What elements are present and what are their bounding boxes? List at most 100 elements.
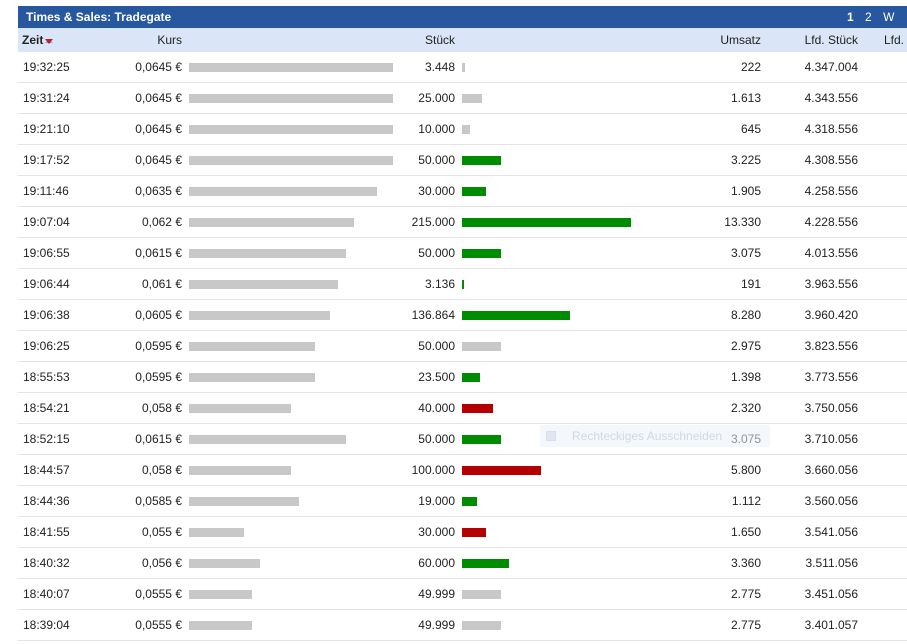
cell-zeit: 19:06:25	[23, 339, 70, 353]
table-row: 19:06:38 0,0605 € 136.864 8.280 3.960.420	[18, 300, 907, 331]
price-bar	[189, 156, 393, 165]
cell-lfd-stueck: 3.401.057	[804, 618, 858, 632]
price-bar	[189, 497, 299, 506]
cell-lfd-stueck: 4.343.556	[804, 91, 858, 105]
cell-umsatz: 3.225	[730, 153, 761, 167]
snip-icon	[546, 431, 556, 441]
volume-bar	[462, 280, 464, 289]
volume-bar	[462, 559, 509, 568]
cell-stueck: 23.500	[418, 370, 455, 384]
cell-umsatz: 3.360	[730, 556, 761, 570]
volume-bar	[462, 125, 470, 134]
price-bar	[189, 342, 315, 351]
column-header-kurs[interactable]: Kurs	[157, 33, 182, 47]
table-row: 18:40:07 0,0555 € 49.999 2.775 3.451.056	[18, 579, 907, 610]
cell-zeit: 18:40:32	[23, 556, 70, 570]
table-row: 19:31:24 0,0645 € 25.000 1.613 4.343.556	[18, 83, 907, 114]
cell-umsatz: 645	[740, 122, 761, 136]
cell-stueck: 49.999	[418, 618, 455, 632]
volume-bar	[462, 156, 501, 165]
cell-umsatz: 1.613	[730, 91, 761, 105]
trades-table: 19:32:25 0,0645 € 3.448 222 4.347.004 19:31:2…	[18, 52, 907, 641]
page-link-2[interactable]: 2	[865, 10, 872, 24]
table-row: 18:40:32 0,056 € 60.000 3.360 3.511.056	[18, 548, 907, 579]
cell-stueck: 3.448	[424, 60, 455, 74]
cell-umsatz: 2.975	[730, 339, 761, 353]
page-link-1[interactable]: 1	[847, 10, 854, 24]
snip-label: Rechteckiges Ausschneiden	[572, 429, 723, 443]
volume-bar	[462, 187, 486, 196]
cell-zeit: 19:31:24	[23, 91, 70, 105]
price-bar	[189, 466, 291, 475]
cell-stueck: 49.999	[418, 587, 455, 601]
cell-umsatz: 191	[740, 277, 761, 291]
column-header-lfd-more[interactable]: Lfd.	[884, 33, 905, 47]
cell-umsatz: 3.075	[730, 246, 761, 260]
cell-lfd-stueck: 3.963.556	[804, 277, 858, 291]
cell-umsatz: 2.320	[730, 401, 761, 415]
cell-lfd-stueck: 4.228.556	[804, 215, 858, 229]
cell-zeit: 18:55:53	[23, 370, 70, 384]
price-bar	[189, 125, 393, 134]
cell-lfd-stueck: 3.710.056	[804, 432, 858, 446]
cell-kurs: 0,0645 €	[135, 122, 182, 136]
pagination: 1 2 W	[847, 10, 902, 24]
price-bar	[189, 435, 346, 444]
table-row: 18:39:04 0,0555 € 49.999 2.775 3.401.057	[18, 610, 907, 641]
column-header-lfd-stueck[interactable]: Lfd. Stück	[804, 33, 858, 47]
price-bar	[189, 590, 252, 599]
cell-umsatz: 2.775	[730, 587, 761, 601]
cell-lfd-stueck: 3.823.556	[804, 339, 858, 353]
table-row: 19:32:25 0,0645 € 3.448 222 4.347.004	[18, 52, 907, 83]
cell-kurs: 0,058 €	[141, 463, 182, 477]
table-row: 19:11:46 0,0635 € 30.000 1.905 4.258.556	[18, 176, 907, 207]
volume-bar	[462, 404, 493, 413]
cell-kurs: 0,0615 €	[135, 432, 182, 446]
price-bar	[189, 559, 260, 568]
cell-stueck: 30.000	[418, 184, 455, 198]
cell-stueck: 40.000	[418, 401, 455, 415]
table-row: 19:07:04 0,062 € 215.000 13.330 4.228.556	[18, 207, 907, 238]
cell-lfd-stueck: 4.013.556	[804, 246, 858, 260]
cell-kurs: 0,058 €	[141, 401, 182, 415]
cell-zeit: 19:11:46	[23, 184, 69, 198]
cell-kurs: 0,0635 €	[135, 184, 182, 198]
volume-bar	[462, 590, 501, 599]
cell-umsatz: 1.398	[730, 370, 761, 384]
page-link-more[interactable]: W	[883, 10, 895, 24]
column-header-zeit[interactable]: Zeit	[22, 33, 54, 47]
cell-kurs: 0,0645 €	[135, 60, 182, 74]
cell-umsatz: 13.330	[724, 215, 761, 229]
table-row: 18:54:21 0,058 € 40.000 2.320 3.750.056	[18, 393, 907, 424]
cell-stueck: 50.000	[418, 246, 455, 260]
volume-bar	[462, 311, 570, 320]
table-row: 19:21:10 0,0645 € 10.000 645 4.318.556	[18, 114, 907, 145]
volume-bar	[462, 621, 501, 630]
column-header-stueck[interactable]: Stück	[424, 33, 455, 47]
cell-stueck: 50.000	[418, 339, 455, 353]
cell-zeit: 19:07:04	[23, 215, 70, 229]
cell-lfd-stueck: 3.541.056	[804, 525, 858, 539]
cell-kurs: 0,062 €	[141, 215, 182, 229]
cell-lfd-stueck: 4.308.556	[804, 153, 858, 167]
cell-zeit: 18:44:57	[23, 463, 70, 477]
column-label-zeit: Zeit	[22, 33, 44, 47]
column-header-umsatz[interactable]: Umsatz	[720, 33, 761, 47]
cell-zeit: 18:40:07	[23, 587, 70, 601]
table-row: 18:41:55 0,055 € 30.000 1.650 3.541.056	[18, 517, 907, 548]
cell-kurs: 0,0645 €	[135, 91, 182, 105]
volume-bar	[462, 435, 501, 444]
cell-stueck: 50.000	[418, 432, 455, 446]
table-row: 18:44:57 0,058 € 100.000 5.800 3.660.056	[18, 455, 907, 486]
price-bar	[189, 249, 346, 258]
table-row: 19:06:55 0,0615 € 50.000 3.075 4.013.556	[18, 238, 907, 269]
cell-zeit: 19:17:52	[23, 153, 70, 167]
cell-zeit: 18:52:15	[23, 432, 70, 446]
cell-umsatz: 2.775	[730, 618, 761, 632]
cell-stueck: 136.864	[411, 308, 455, 322]
cell-lfd-stueck: 4.258.556	[804, 184, 858, 198]
price-bar	[189, 63, 393, 72]
cell-umsatz: 1.650	[730, 525, 761, 539]
price-bar	[189, 280, 338, 289]
